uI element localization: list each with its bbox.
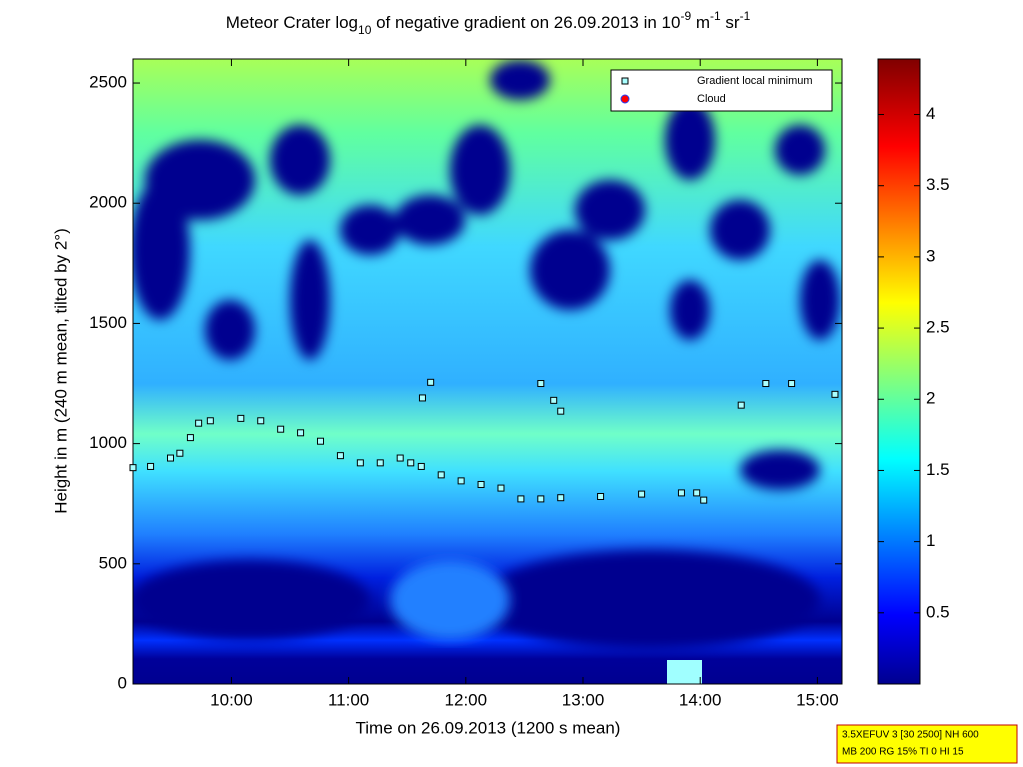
marker	[427, 378, 435, 386]
marker	[537, 495, 545, 503]
x-axis-label: Time on 26.09.2013 (1200 s mean)	[356, 718, 621, 737]
title-part: 10	[358, 23, 372, 37]
info-text: 3.5XEFUV 3 [30 2500] NH 600	[842, 730, 979, 741]
title-part: -1	[740, 9, 751, 23]
marker	[762, 380, 770, 388]
marker	[237, 414, 245, 422]
marker	[417, 462, 425, 470]
colorbar-tick-label: 1.5	[926, 460, 950, 479]
marker	[437, 471, 445, 479]
marker	[737, 401, 745, 409]
marker	[407, 459, 415, 467]
y-tick-label: 500	[99, 553, 127, 572]
colorbar-tick-label: 2.5	[926, 318, 950, 337]
marker	[497, 484, 505, 492]
marker	[457, 477, 465, 485]
marker	[418, 394, 426, 402]
x-tick-label: 15:00	[796, 690, 839, 709]
x-tick-label: 10:00	[210, 690, 253, 709]
x-tick-label: 12:00	[445, 690, 488, 709]
legend-marker	[620, 94, 630, 104]
y-tick-label: 2000	[89, 193, 127, 212]
marker	[297, 429, 305, 437]
marker	[638, 490, 646, 498]
colorbar-tick-label: 3.5	[926, 175, 950, 194]
title-part: m	[691, 13, 710, 32]
marker	[788, 380, 796, 388]
marker	[195, 419, 203, 427]
legend-box	[610, 69, 833, 112]
marker	[396, 454, 404, 462]
marker	[206, 417, 214, 425]
y-axis-label: Height in m (240 m mean, tilted by 2°)	[51, 228, 70, 514]
x-tick-label: 13:00	[562, 690, 605, 709]
chart-title: Meteor Crater log10 of negative gradient…	[226, 9, 751, 37]
legend: Gradient local minimum Cloud	[610, 69, 833, 112]
marker	[677, 489, 685, 497]
marker	[597, 493, 605, 500]
x-tick-label: 14:00	[679, 690, 722, 709]
heatmap	[133, 59, 842, 684]
marker	[557, 494, 565, 502]
title-part: sr	[721, 13, 740, 32]
marker	[537, 380, 545, 388]
title-part: Meteor Crater log	[226, 13, 358, 32]
marker	[317, 437, 325, 445]
info-box	[836, 724, 1018, 764]
y-tick-label: 2500	[89, 73, 127, 92]
marker	[693, 489, 701, 497]
plot-frame	[132, 58, 843, 685]
marker	[477, 480, 485, 488]
marker	[831, 390, 839, 398]
y-tick-label: 0	[118, 673, 127, 692]
marker	[147, 462, 155, 470]
title-part: of negative gradient on 26.09.2013 in 10	[371, 13, 680, 32]
marker	[129, 464, 137, 472]
y-tick-label: 1500	[89, 313, 127, 332]
marker	[700, 496, 708, 504]
marker	[336, 452, 344, 460]
marker	[557, 407, 565, 415]
marker	[167, 454, 175, 462]
marker	[356, 459, 364, 467]
marker	[550, 396, 558, 404]
info-text: MB 200 RG 15% TI 0 HI 15	[842, 747, 964, 758]
x-tick-label: 11:00	[328, 690, 369, 709]
y-tick-label: 1000	[89, 433, 127, 452]
legend-label: Cloud	[697, 93, 726, 105]
marker	[277, 425, 285, 433]
legend-label: Gradient local minimum	[697, 75, 813, 87]
colorbar-tick-label: 1	[926, 531, 935, 550]
colorbar-tick-label: 0.5	[926, 602, 950, 621]
marker	[257, 417, 265, 425]
marker	[376, 459, 384, 467]
title-part: -1	[710, 9, 721, 23]
colorbar-tick-label: 4	[926, 104, 935, 123]
marker	[186, 434, 194, 442]
colorbar-tick-label: 3	[926, 246, 935, 265]
marker	[517, 495, 525, 503]
colorbar	[877, 58, 921, 685]
marker	[176, 449, 184, 457]
title-part: -9	[680, 9, 691, 23]
colorbar-tick-label: 2	[926, 389, 935, 408]
legend-marker	[621, 77, 629, 85]
